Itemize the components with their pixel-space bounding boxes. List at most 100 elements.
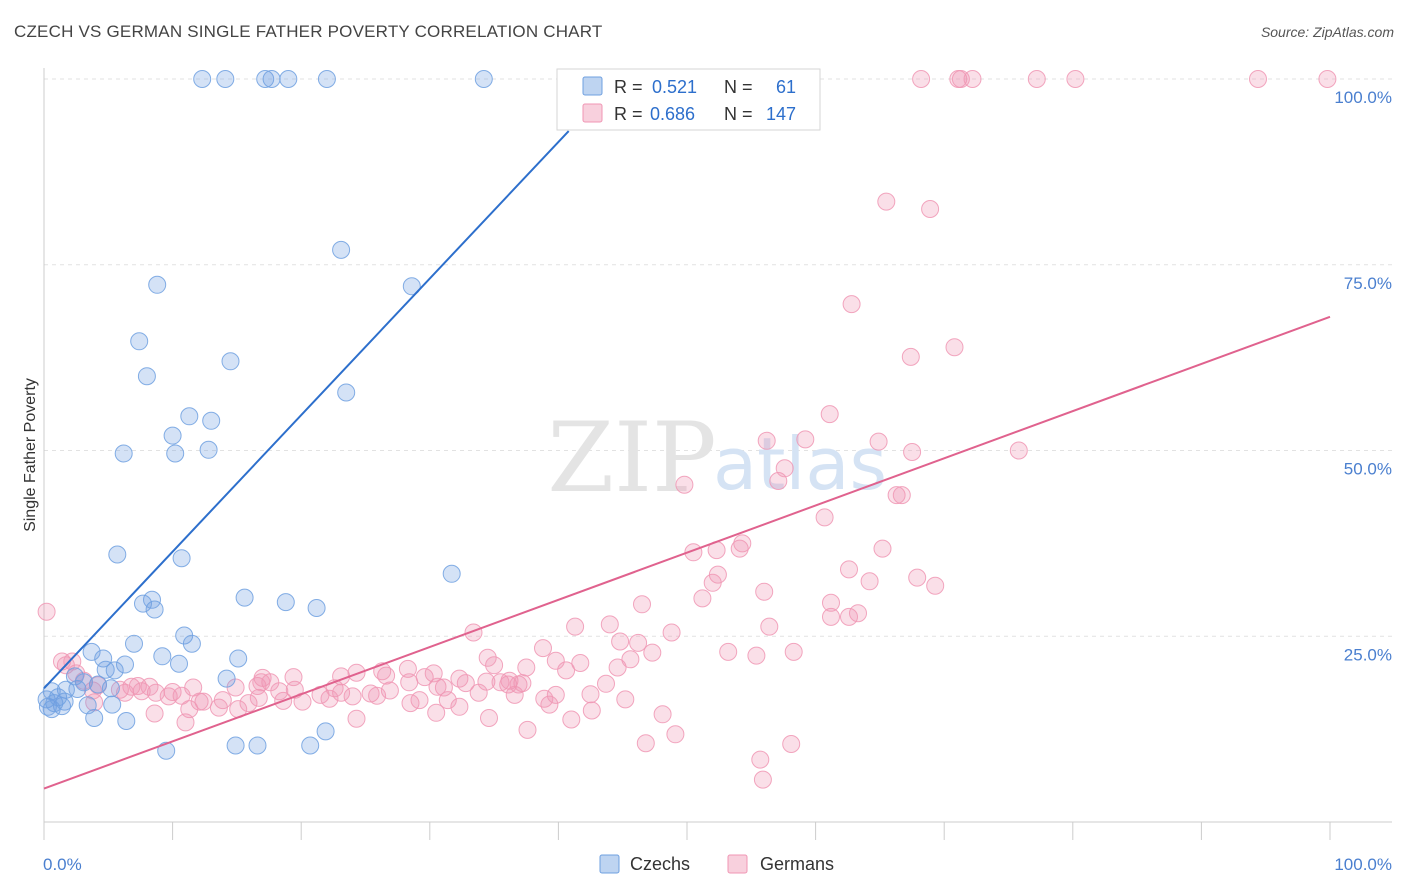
czechs-point bbox=[105, 661, 124, 680]
czechs-point bbox=[108, 545, 127, 564]
germans-point bbox=[751, 750, 770, 769]
axes bbox=[43, 68, 1392, 840]
germans-point bbox=[239, 694, 258, 713]
y-tick-label: 25.0% bbox=[1344, 645, 1392, 664]
czechs-point bbox=[442, 564, 461, 583]
czechs-point bbox=[134, 594, 152, 613]
germans-point bbox=[796, 430, 815, 449]
germans-point bbox=[518, 720, 537, 739]
germans-point bbox=[840, 607, 858, 626]
czechs-point bbox=[117, 712, 136, 730]
germans-point bbox=[478, 648, 497, 667]
germans-point bbox=[877, 192, 896, 211]
czechs-point bbox=[96, 660, 115, 679]
germans-point bbox=[37, 602, 56, 621]
germans-point bbox=[860, 572, 879, 591]
germans-point bbox=[63, 652, 82, 671]
czechs-point bbox=[256, 70, 275, 88]
germans-point bbox=[347, 663, 366, 682]
czechs-point bbox=[226, 736, 245, 755]
germans-point bbox=[534, 639, 552, 658]
germans-point bbox=[760, 617, 779, 636]
germans-point bbox=[945, 338, 964, 357]
germans-point bbox=[456, 674, 475, 693]
czechs-point bbox=[74, 673, 93, 692]
germans-point bbox=[270, 682, 289, 701]
czechs-stats-swatch bbox=[582, 76, 603, 96]
germans-point bbox=[194, 692, 213, 711]
czechs-point bbox=[101, 679, 120, 698]
germans-point bbox=[184, 678, 203, 697]
x-tick-label-min: 0.0% bbox=[43, 855, 82, 874]
germans-point bbox=[873, 539, 892, 558]
germans-point bbox=[892, 486, 911, 505]
czechs-point bbox=[221, 352, 240, 371]
germans-stats-swatch bbox=[582, 103, 603, 123]
germans-point bbox=[582, 701, 601, 720]
germans-point bbox=[653, 705, 672, 724]
germans-point bbox=[769, 472, 788, 490]
germans-point bbox=[1318, 70, 1337, 88]
germans-point bbox=[145, 704, 164, 723]
trend-lines bbox=[43, 130, 1331, 790]
germans-point bbox=[485, 656, 504, 675]
germans-n-value: 147 bbox=[766, 104, 796, 124]
germans-point bbox=[621, 650, 640, 669]
germans-point bbox=[562, 710, 581, 729]
germans-point bbox=[616, 690, 635, 709]
legend-swatch-germans bbox=[727, 854, 748, 874]
germans-point bbox=[546, 685, 565, 704]
czechs-r-label: R = bbox=[614, 77, 643, 97]
germans-point bbox=[784, 642, 803, 661]
germans-point bbox=[320, 689, 339, 708]
czechs-trend-line bbox=[43, 130, 570, 689]
germans-point bbox=[755, 582, 774, 601]
czechs-point bbox=[103, 695, 122, 714]
stats-legend: R = 0.521 N = 61 R = 0.686 N = 147 bbox=[556, 68, 821, 131]
germans-point bbox=[427, 703, 446, 722]
germans-point bbox=[747, 646, 766, 665]
legend-label-czechs: Czechs bbox=[630, 854, 690, 874]
germans-point bbox=[636, 734, 655, 753]
germans-point bbox=[566, 617, 585, 636]
czechs-point bbox=[153, 647, 172, 666]
czechs-point bbox=[337, 383, 356, 402]
germans-point bbox=[926, 576, 945, 595]
czechs-point bbox=[125, 634, 143, 653]
czechs-point bbox=[166, 444, 185, 463]
germans-point bbox=[368, 686, 387, 705]
legend-label-germans: Germans bbox=[760, 854, 834, 874]
germans-point bbox=[629, 633, 648, 652]
czechs-point bbox=[49, 688, 68, 707]
germans-point bbox=[912, 70, 931, 88]
germans-point bbox=[608, 658, 627, 677]
data-points bbox=[37, 70, 1337, 789]
germans-n-label: N = bbox=[724, 104, 753, 124]
germans-point bbox=[703, 573, 722, 592]
czechs-point bbox=[402, 277, 421, 296]
czechs-point bbox=[235, 588, 254, 607]
germans-point bbox=[517, 658, 536, 677]
germans-point bbox=[822, 593, 840, 612]
czechs-n-label: N = bbox=[724, 77, 753, 97]
germans-point bbox=[347, 709, 366, 728]
germans-point bbox=[901, 347, 920, 366]
germans-point bbox=[611, 632, 630, 651]
germans-point bbox=[424, 664, 443, 683]
germans-point bbox=[361, 684, 380, 703]
czechs-point bbox=[182, 634, 201, 653]
series-legend: Czechs Germans bbox=[599, 854, 834, 874]
czechs-point bbox=[148, 275, 167, 294]
czechs-point bbox=[180, 407, 199, 426]
y-tick-label: 75.0% bbox=[1344, 274, 1392, 293]
germans-point bbox=[887, 486, 906, 505]
germans-point bbox=[643, 643, 662, 662]
czechs-point bbox=[137, 367, 156, 386]
germans-point bbox=[840, 560, 858, 579]
czechs-point bbox=[316, 722, 335, 741]
germans-point bbox=[438, 691, 457, 710]
czechs-r-value: 0.521 bbox=[652, 77, 697, 97]
legend-swatch-czechs bbox=[599, 854, 620, 874]
czechs-point bbox=[262, 70, 281, 88]
